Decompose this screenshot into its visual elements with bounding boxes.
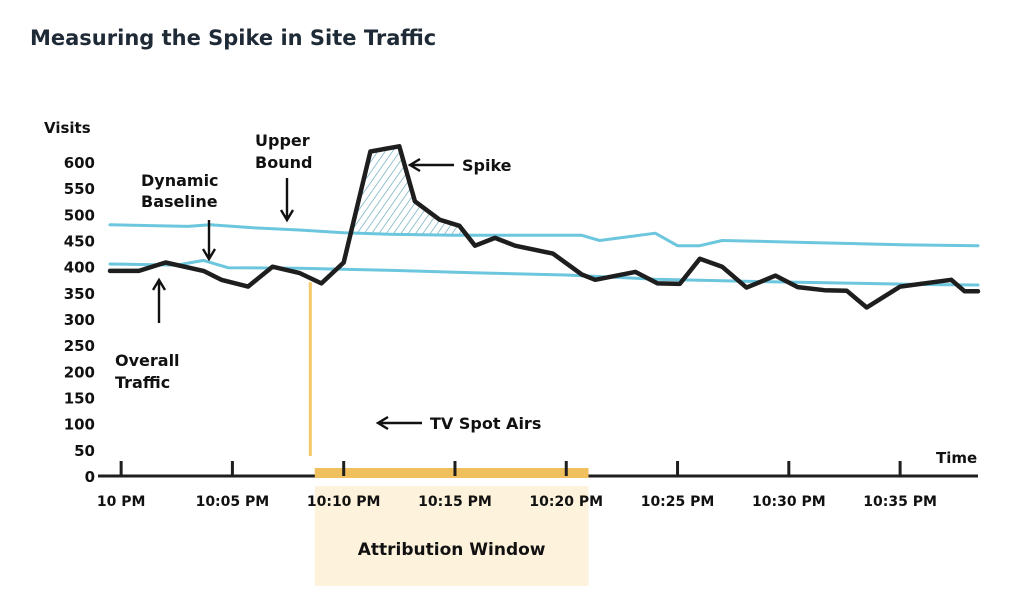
y-tick-label: 250 (64, 337, 95, 355)
upper-bound-label-line1: Upper (255, 131, 310, 150)
y-tick-label: 0 (85, 468, 95, 486)
spike-label: Spike (462, 156, 512, 175)
y-tick-label: 150 (64, 390, 95, 408)
left-arrow-icon (407, 157, 454, 173)
y-tick-label: 350 (64, 285, 95, 303)
spike-annotation: Spike (407, 156, 512, 175)
y-tick-label: 400 (64, 259, 95, 277)
x-tick-label: 10:25 PM (641, 494, 715, 510)
y-tick-label: 550 (64, 180, 95, 198)
upper-bound-annotation: Upper Bound (255, 131, 312, 223)
attribution-window-area (314, 486, 589, 586)
chart-title: Measuring the Spike in Site Traffic (30, 26, 437, 50)
attribution-window-label: Attribution Window (358, 540, 546, 560)
y-tick-label: 600 (64, 154, 95, 172)
y-tick-label: 50 (74, 442, 95, 460)
down-arrow-icon (201, 220, 217, 262)
attribution-window-bar (314, 468, 589, 478)
x-axis-ticks: 10 PM 10:05 PM 10:10 PM 10:15 PM 10:20 PM 10:… (97, 461, 937, 510)
series-lines (107, 144, 981, 310)
x-tick-label: 10:20 PM (529, 494, 603, 510)
y-axis-ticks: 0 50 100 150 200 250 300 350 400 450 500 550 600 (64, 154, 95, 486)
x-tick-label: 10 PM (97, 494, 146, 510)
series-line-dynamic-baseline (108, 258, 980, 287)
down-arrow-icon (279, 178, 295, 223)
y-axis-label: Visits (44, 119, 91, 137)
y-tick-label: 450 (64, 233, 95, 251)
tv-spot-label: TV Spot Airs (430, 414, 541, 433)
overall-traffic-label-line2: Traffic (115, 373, 170, 392)
overall-traffic-label-line1: Overall (115, 351, 180, 370)
tv-spot-annotation: TV Spot Airs (375, 414, 541, 433)
x-tick-label: 10:05 PM (196, 494, 270, 510)
dynamic-baseline-annotation: Dynamic Baseline (141, 171, 219, 262)
series-line-upper-bound (108, 223, 980, 248)
y-tick-label: 100 (64, 416, 95, 434)
y-tick-label: 200 (64, 363, 95, 381)
dynamic-baseline-label-line1: Dynamic (141, 171, 219, 190)
x-tick-label: 10:35 PM (863, 494, 937, 510)
dynamic-baseline-label-line2: Baseline (141, 192, 218, 211)
y-tick-label: 500 (64, 206, 95, 224)
upper-bound-label-line2: Bound (255, 153, 312, 172)
left-arrow-icon (375, 415, 422, 431)
x-tick-label: 10:10 PM (307, 494, 381, 510)
up-arrow-icon (151, 277, 167, 323)
y-tick-label: 300 (64, 311, 95, 329)
x-tick-label: 10:30 PM (752, 494, 826, 510)
x-tick-label: 10:15 PM (418, 494, 492, 510)
spike-area (351, 146, 465, 236)
overall-traffic-annotation: Overall Traffic (115, 277, 180, 392)
series-line-overall-traffic (107, 144, 981, 310)
x-axis-label: Time (936, 449, 977, 467)
